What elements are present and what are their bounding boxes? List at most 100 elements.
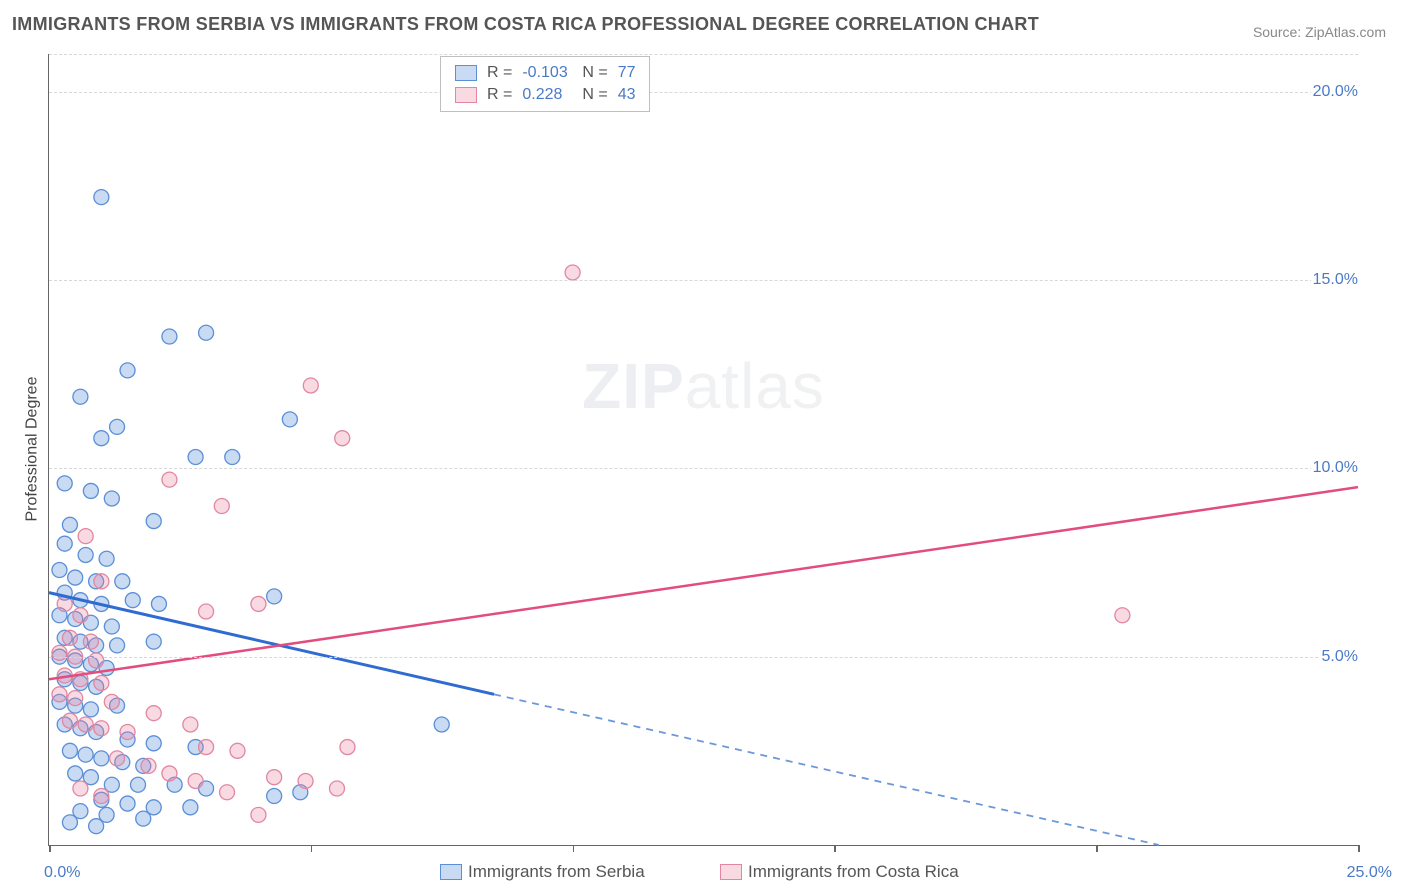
- scatter-point: [78, 547, 93, 562]
- legend-row: R =-0.103N =77: [451, 63, 639, 83]
- scatter-point: [329, 781, 344, 796]
- gridline: [49, 280, 1358, 281]
- scatter-point: [225, 450, 240, 465]
- scatter-point: [99, 551, 114, 566]
- scatter-point: [78, 529, 93, 544]
- n-value: 43: [614, 85, 640, 105]
- scatter-point: [62, 713, 77, 728]
- scatter-point: [94, 789, 109, 804]
- scatter-point: [120, 363, 135, 378]
- series-legend-a: Immigrants from Serbia: [440, 862, 645, 882]
- series-legend-b: Immigrants from Costa Rica: [720, 862, 959, 882]
- scatter-point: [68, 570, 83, 585]
- x-max-label: 25.0%: [1347, 864, 1392, 882]
- scatter-svg: [49, 54, 1358, 845]
- scatter-point: [125, 593, 140, 608]
- scatter-point: [199, 325, 214, 340]
- swatch-series-b: [720, 864, 742, 880]
- scatter-point: [120, 796, 135, 811]
- scatter-point: [565, 265, 580, 280]
- r-value: -0.103: [518, 63, 576, 83]
- legend-row: R =0.228N =43: [451, 85, 639, 105]
- scatter-point: [146, 634, 161, 649]
- scatter-point: [68, 691, 83, 706]
- trendline-a-dashed: [494, 694, 1159, 845]
- source-attribution: Source: ZipAtlas.com: [1253, 24, 1386, 40]
- scatter-point: [136, 811, 151, 826]
- scatter-point: [62, 815, 77, 830]
- scatter-point: [110, 638, 125, 653]
- n-label: N =: [578, 63, 611, 83]
- scatter-point: [115, 574, 130, 589]
- x-tick: [49, 845, 51, 852]
- scatter-point: [214, 499, 229, 514]
- scatter-point: [83, 483, 98, 498]
- scatter-point: [94, 721, 109, 736]
- scatter-point: [162, 329, 177, 344]
- x-origin-label: 0.0%: [44, 864, 80, 882]
- scatter-point: [434, 717, 449, 732]
- y-tick-label: 5.0%: [1320, 648, 1360, 666]
- scatter-point: [199, 740, 214, 755]
- scatter-point: [199, 604, 214, 619]
- scatter-point: [52, 645, 67, 660]
- scatter-point: [73, 781, 88, 796]
- series-a-label: Immigrants from Serbia: [468, 862, 645, 881]
- scatter-point: [151, 596, 166, 611]
- correlation-legend: R =-0.103N =77R =0.228N =43: [440, 56, 650, 112]
- scatter-point: [188, 773, 203, 788]
- x-tick: [1096, 845, 1098, 852]
- x-tick: [1358, 845, 1360, 852]
- scatter-point: [141, 758, 156, 773]
- gridline: [49, 468, 1358, 469]
- scatter-point: [89, 819, 104, 834]
- scatter-point: [183, 717, 198, 732]
- scatter-point: [52, 687, 67, 702]
- scatter-point: [220, 785, 235, 800]
- scatter-point: [298, 773, 313, 788]
- chart-title: IMMIGRANTS FROM SERBIA VS IMMIGRANTS FRO…: [12, 14, 1039, 35]
- scatter-point: [267, 789, 282, 804]
- scatter-point: [68, 766, 83, 781]
- scatter-point: [146, 514, 161, 529]
- scatter-point: [104, 491, 119, 506]
- scatter-point: [120, 725, 135, 740]
- r-label: R =: [483, 85, 516, 105]
- plot-area: ZIPatlas 5.0%10.0%15.0%20.0%: [48, 54, 1358, 846]
- x-tick: [573, 845, 575, 852]
- scatter-point: [340, 740, 355, 755]
- scatter-point: [1115, 608, 1130, 623]
- scatter-point: [146, 706, 161, 721]
- scatter-point: [57, 536, 72, 551]
- scatter-point: [94, 751, 109, 766]
- scatter-point: [162, 766, 177, 781]
- gridline: [49, 657, 1358, 658]
- scatter-point: [183, 800, 198, 815]
- scatter-point: [89, 653, 104, 668]
- scatter-point: [57, 476, 72, 491]
- scatter-point: [267, 589, 282, 604]
- scatter-point: [162, 472, 177, 487]
- scatter-point: [94, 676, 109, 691]
- series-b-label: Immigrants from Costa Rica: [748, 862, 959, 881]
- scatter-point: [73, 389, 88, 404]
- scatter-point: [83, 634, 98, 649]
- y-tick-label: 20.0%: [1311, 83, 1360, 101]
- scatter-point: [83, 702, 98, 717]
- scatter-point: [251, 807, 266, 822]
- scatter-point: [94, 190, 109, 205]
- scatter-point: [78, 747, 93, 762]
- y-tick-label: 10.0%: [1311, 459, 1360, 477]
- scatter-point: [251, 596, 266, 611]
- swatch-series-a: [440, 864, 462, 880]
- scatter-point: [52, 563, 67, 578]
- legend-table: R =-0.103N =77R =0.228N =43: [449, 61, 641, 107]
- scatter-point: [104, 619, 119, 634]
- scatter-point: [131, 777, 146, 792]
- trendline-b: [49, 487, 1358, 679]
- scatter-point: [267, 770, 282, 785]
- scatter-point: [62, 517, 77, 532]
- y-tick-label: 15.0%: [1311, 271, 1360, 289]
- scatter-point: [303, 378, 318, 393]
- scatter-point: [62, 630, 77, 645]
